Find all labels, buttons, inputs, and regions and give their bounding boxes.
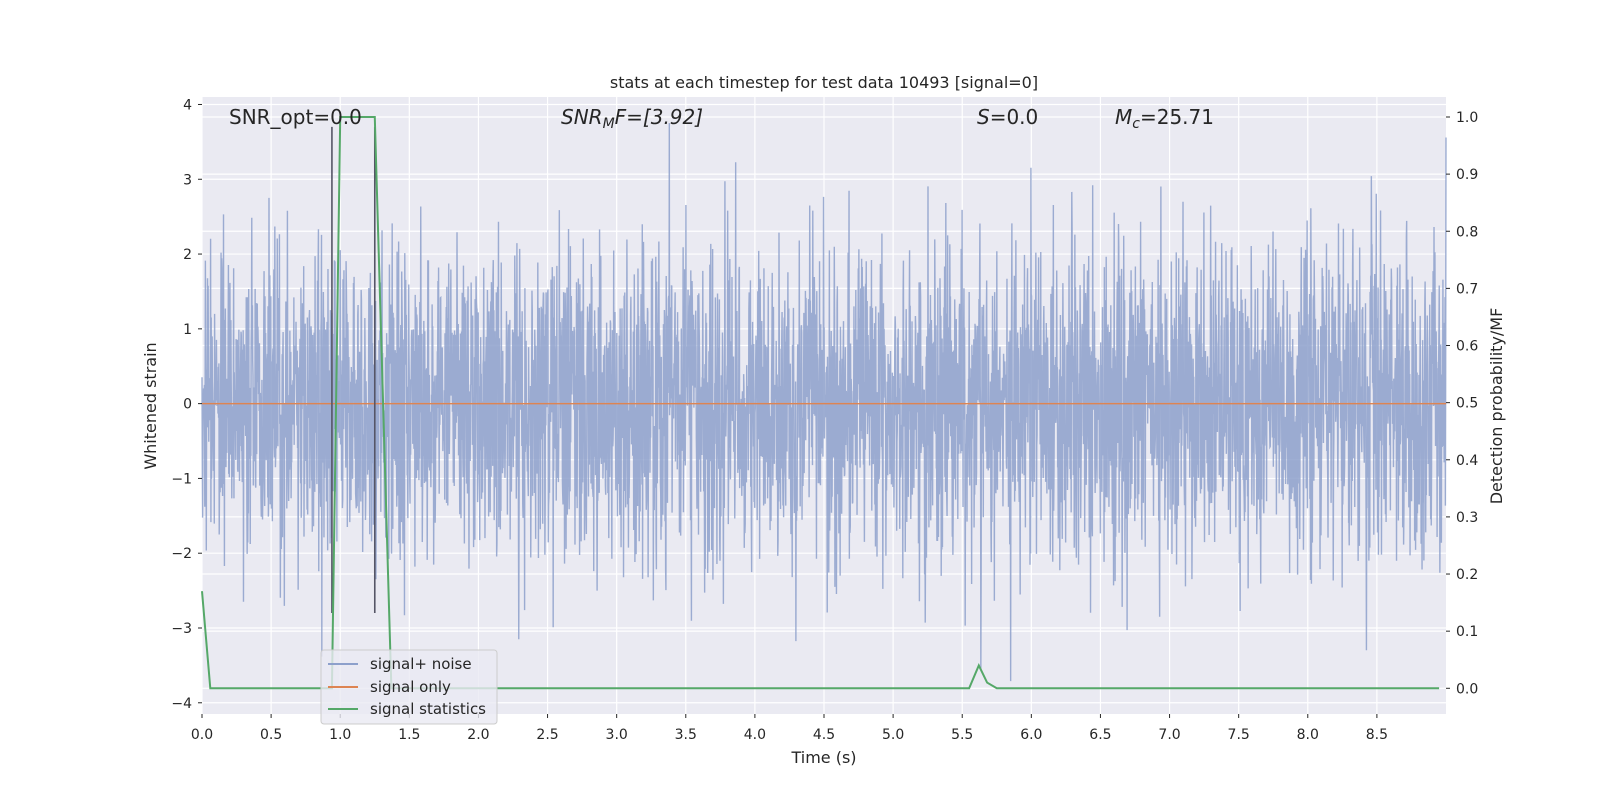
x-tick-label: 3.5 (675, 727, 697, 743)
y-tick-label-right: 0.0 (1456, 681, 1478, 697)
y-tick-label-left: 0 (183, 397, 192, 413)
y-ticks-left: −4 −3 −2 −1 0 1 2 3 4 (171, 97, 202, 712)
legend-box (320, 649, 498, 725)
mc-rest: =25.71 (1140, 105, 1214, 129)
y-tick-label-left: 4 (183, 97, 192, 113)
x-tick-label: 2.0 (467, 727, 489, 743)
annotation-snr-mf: SNRMF=[3.92] (561, 105, 703, 132)
snr-mf-subscript: M (603, 116, 615, 132)
y-tick-label-left: 1 (183, 322, 192, 338)
x-tick-label: 7.5 (1228, 727, 1250, 743)
y-axis-label-right: Detection probability/MF (1487, 308, 1506, 505)
y-tick-label-right: 0.3 (1456, 510, 1478, 526)
legend-label-signal-statistics: signal statistics (370, 700, 486, 718)
y-ticks-right: 0.0 0.1 0.2 0.3 0.4 0.5 0.6 0.7 0.8 0.9 1.0 (1446, 110, 1478, 697)
x-tick-label: 2.5 (536, 727, 558, 743)
x-tick-label: 5.0 (882, 727, 904, 743)
x-tick-label: 5.5 (951, 727, 973, 743)
y-axis-label-left: Whitened strain (141, 342, 160, 469)
x-tick-label: 8.5 (1366, 727, 1388, 743)
x-tick-label: 1.5 (398, 727, 420, 743)
annotations: SNR_opt=0.0 SNRMF=[3.92] S=0.0 Mc=25.71 (229, 105, 1214, 132)
y-tick-label-left: −4 (171, 696, 192, 712)
y-tick-label-right: 0.2 (1456, 567, 1478, 583)
snr-mf-rest: F=[3.92] (615, 105, 703, 129)
x-tick-label: 6.5 (1089, 727, 1111, 743)
y-tick-label-right: 0.7 (1456, 281, 1478, 297)
x-tick-label: 7.0 (1158, 727, 1180, 743)
y-tick-label-left: 2 (183, 247, 192, 263)
y-tick-label-right: 1.0 (1456, 110, 1478, 126)
y-tick-label-left: −1 (171, 471, 192, 487)
x-tick-label: 4.5 (813, 727, 835, 743)
x-tick-label: 4.0 (744, 727, 766, 743)
annotation-mc: Mc=25.71 (1115, 105, 1214, 132)
x-tick-label: 8.0 (1297, 727, 1319, 743)
y-tick-label-right: 0.9 (1456, 167, 1478, 183)
s-symbol: S (977, 105, 990, 129)
legend-label-signal-noise: signal+ noise (370, 655, 472, 673)
x-tick-label: 0.0 (191, 727, 213, 743)
y-tick-label-right: 0.1 (1456, 624, 1478, 640)
x-ticks: 0.0 0.5 1.0 1.5 2.0 2.5 3.0 3.5 4.0 4.5 5.0 5.5 6.0 6… (191, 714, 1388, 743)
signal-noise-line (201, 123, 1447, 682)
s-rest: =0.0 (990, 105, 1039, 129)
y-tick-label-right: 0.6 (1456, 339, 1478, 355)
mc-symbol: M (1115, 105, 1132, 129)
snr-mf-symbol: SNR (561, 105, 603, 129)
y-tick-label-left: 3 (183, 172, 192, 188)
x-tick-label: 1.0 (329, 727, 351, 743)
y-tick-label-right: 0.8 (1456, 224, 1478, 240)
legend-label-signal-only: signal only (370, 678, 451, 696)
x-tick-label: 6.0 (1020, 727, 1042, 743)
y-tick-label-right: 0.4 (1456, 453, 1478, 469)
annotation-s: S=0.0 (977, 105, 1038, 129)
x-tick-label: 0.5 (260, 727, 282, 743)
annotation-snr-opt: SNR_opt=0.0 (229, 105, 362, 129)
legend: signal+ noise signal only signal statist… (320, 649, 498, 725)
y-tick-label-left: −3 (171, 621, 192, 637)
mc-subscript: c (1132, 116, 1140, 132)
series-signal-noise (201, 123, 1447, 682)
y-tick-label-left: −2 (171, 546, 192, 562)
x-axis-label: Time (s) (790, 748, 856, 767)
y-tick-label-right: 0.5 (1456, 396, 1478, 412)
x-tick-label: 3.0 (606, 727, 628, 743)
chart-title: stats at each timestep for test data 104… (610, 73, 1038, 92)
